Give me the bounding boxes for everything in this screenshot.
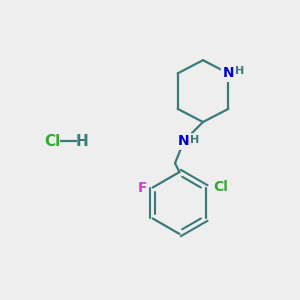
- Text: N: N: [178, 134, 190, 148]
- Text: H: H: [235, 66, 244, 76]
- Text: Cl: Cl: [213, 180, 228, 194]
- Text: H: H: [76, 134, 89, 149]
- Text: Cl: Cl: [45, 134, 61, 149]
- Text: H: H: [190, 135, 200, 145]
- Text: F: F: [138, 181, 147, 194]
- Text: N: N: [223, 66, 234, 80]
